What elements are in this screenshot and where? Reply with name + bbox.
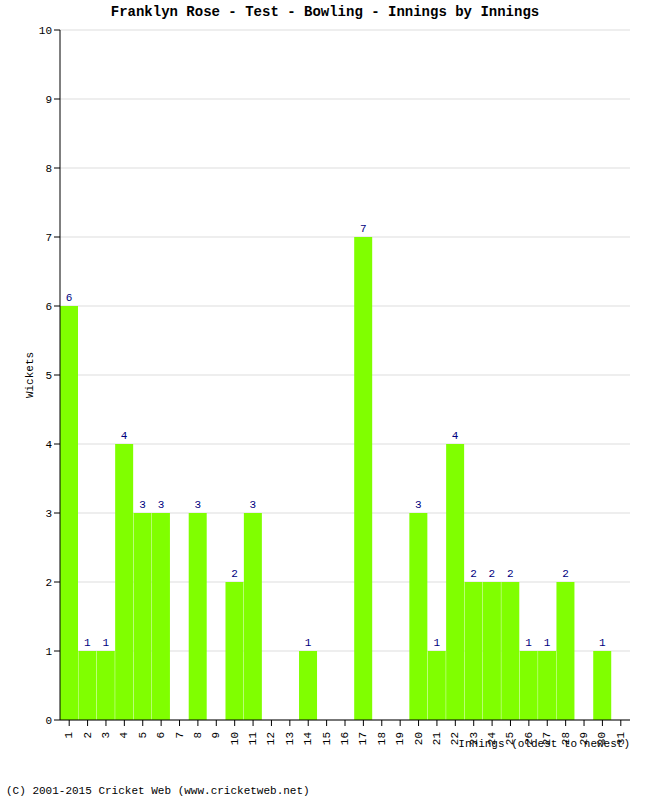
svg-text:3: 3 xyxy=(100,732,112,739)
svg-text:22: 22 xyxy=(449,732,461,745)
svg-text:2: 2 xyxy=(562,568,569,580)
svg-text:24: 24 xyxy=(486,732,498,746)
svg-text:15: 15 xyxy=(321,732,333,745)
svg-text:19: 19 xyxy=(394,732,406,745)
svg-text:5: 5 xyxy=(137,732,149,739)
svg-text:4: 4 xyxy=(118,732,130,739)
svg-text:4: 4 xyxy=(121,430,128,442)
svg-text:16: 16 xyxy=(339,732,351,745)
svg-text:1: 1 xyxy=(305,637,312,649)
svg-text:30: 30 xyxy=(596,732,608,745)
svg-text:9: 9 xyxy=(210,732,222,739)
svg-text:8: 8 xyxy=(45,163,52,175)
svg-text:10: 10 xyxy=(229,732,241,745)
svg-text:8: 8 xyxy=(192,732,204,739)
svg-text:25: 25 xyxy=(504,732,516,745)
svg-text:3: 3 xyxy=(158,499,165,511)
svg-text:29: 29 xyxy=(578,732,590,745)
svg-text:3: 3 xyxy=(139,499,146,511)
svg-text:3: 3 xyxy=(45,508,52,520)
svg-text:3: 3 xyxy=(415,499,422,511)
svg-text:27: 27 xyxy=(541,732,553,745)
svg-text:4: 4 xyxy=(45,439,52,451)
svg-text:6: 6 xyxy=(66,292,73,304)
svg-text:2: 2 xyxy=(231,568,238,580)
svg-text:13: 13 xyxy=(284,732,296,745)
svg-text:23: 23 xyxy=(468,732,480,745)
svg-text:6: 6 xyxy=(45,301,52,313)
svg-text:10: 10 xyxy=(39,25,52,37)
svg-text:1: 1 xyxy=(599,637,606,649)
svg-text:21: 21 xyxy=(431,732,443,746)
svg-text:2: 2 xyxy=(45,577,52,589)
svg-text:1: 1 xyxy=(63,732,75,739)
svg-text:0: 0 xyxy=(45,715,52,727)
svg-text:1: 1 xyxy=(544,637,551,649)
svg-text:4: 4 xyxy=(452,430,459,442)
svg-text:1: 1 xyxy=(433,637,440,649)
svg-text:9: 9 xyxy=(45,94,52,106)
svg-text:1: 1 xyxy=(525,637,532,649)
svg-text:18: 18 xyxy=(376,732,388,745)
svg-text:3: 3 xyxy=(194,499,201,511)
svg-text:26: 26 xyxy=(523,732,535,745)
svg-text:17: 17 xyxy=(357,732,369,745)
svg-text:31: 31 xyxy=(615,732,627,746)
svg-text:2: 2 xyxy=(507,568,514,580)
svg-text:3: 3 xyxy=(250,499,257,511)
svg-text:5: 5 xyxy=(45,370,52,382)
svg-text:2: 2 xyxy=(489,568,496,580)
svg-text:1: 1 xyxy=(45,646,52,658)
svg-text:6: 6 xyxy=(155,732,167,739)
svg-text:11: 11 xyxy=(247,732,259,746)
svg-text:20: 20 xyxy=(413,732,425,745)
svg-text:14: 14 xyxy=(302,732,314,746)
svg-text:2: 2 xyxy=(82,732,94,739)
svg-text:1: 1 xyxy=(102,637,109,649)
svg-text:7: 7 xyxy=(45,232,52,244)
svg-text:28: 28 xyxy=(560,732,572,745)
svg-text:1: 1 xyxy=(84,637,91,649)
svg-text:7: 7 xyxy=(360,223,367,235)
svg-text:7: 7 xyxy=(174,732,186,739)
svg-text:2: 2 xyxy=(470,568,477,580)
svg-text:12: 12 xyxy=(265,732,277,745)
